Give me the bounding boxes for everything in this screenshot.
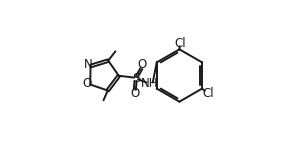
Text: O: O: [137, 58, 147, 71]
Text: Cl: Cl: [174, 37, 186, 50]
Text: NH: NH: [141, 77, 158, 90]
Text: S: S: [132, 72, 140, 85]
Text: O: O: [82, 77, 92, 90]
Text: O: O: [130, 87, 139, 100]
Text: Cl: Cl: [202, 87, 213, 100]
Text: N: N: [84, 58, 92, 71]
